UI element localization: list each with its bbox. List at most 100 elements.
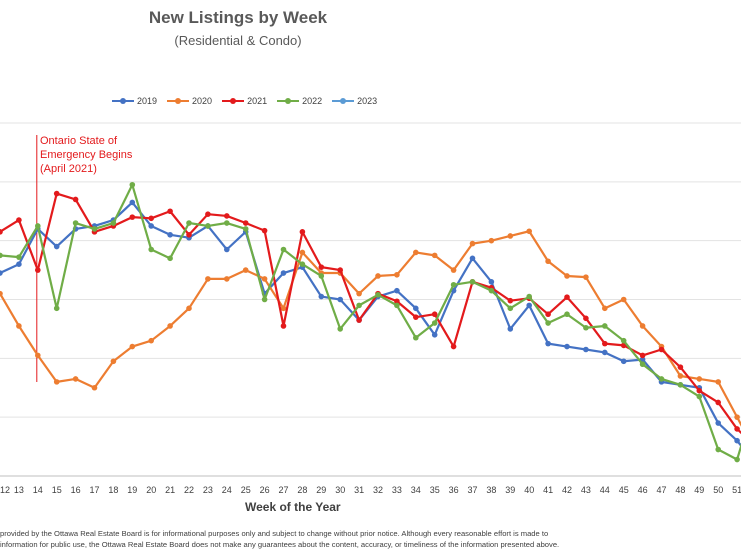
data-point-2022-wk12 bbox=[0, 252, 3, 259]
data-point-2020-wk33 bbox=[394, 271, 400, 278]
data-point-2020-wk24 bbox=[224, 276, 230, 282]
data-point-2022-wk16 bbox=[72, 220, 79, 226]
x-tick-label: 35 bbox=[430, 485, 440, 495]
data-point-2022-wk15 bbox=[53, 305, 60, 312]
legend-label: 2020 bbox=[192, 96, 213, 106]
data-point-2019-wk20 bbox=[148, 223, 154, 229]
legend-entry-2023: 2023 bbox=[332, 96, 377, 106]
data-point-2021-wk25 bbox=[242, 220, 249, 226]
data-point-2019-wk33 bbox=[394, 287, 400, 294]
x-tick-label: 15 bbox=[52, 485, 62, 495]
data-point-2019-wk42 bbox=[564, 343, 570, 350]
data-point-2021-wk23 bbox=[205, 211, 211, 217]
data-point-2021-wk51 bbox=[734, 426, 740, 432]
data-point-2021-wk41 bbox=[545, 311, 551, 318]
legend-label: 2023 bbox=[357, 96, 378, 106]
x-tick-label: 49 bbox=[694, 485, 704, 495]
data-point-2019-wk50 bbox=[715, 420, 721, 426]
x-tick-label: 20 bbox=[146, 485, 156, 495]
x-tick-label: 37 bbox=[467, 485, 477, 495]
data-point-2021-wk12 bbox=[0, 229, 3, 235]
data-point-2022-wk13 bbox=[16, 254, 22, 260]
data-point-2020-wk14 bbox=[35, 352, 41, 359]
x-tick-label: 28 bbox=[297, 485, 307, 495]
data-point-2020-wk28 bbox=[299, 249, 306, 256]
data-point-2020-wk37 bbox=[469, 240, 476, 247]
data-point-2021-wk16 bbox=[72, 196, 79, 203]
data-point-2021-wk26 bbox=[261, 227, 268, 234]
data-point-2022-wk27 bbox=[280, 246, 287, 253]
data-point-2022-wk31 bbox=[356, 302, 362, 309]
data-point-2021-wk28 bbox=[299, 229, 306, 235]
legend-swatch bbox=[332, 96, 355, 106]
x-tick-label: 42 bbox=[562, 485, 572, 495]
data-point-2020-wk48 bbox=[677, 373, 684, 379]
data-point-2020-wk38 bbox=[488, 237, 495, 244]
data-point-2020-wk44 bbox=[602, 305, 608, 312]
series-2019 bbox=[0, 199, 741, 448]
data-point-2022-wk24 bbox=[224, 220, 230, 226]
x-tick-label: 41 bbox=[543, 485, 553, 495]
x-tick-label: 47 bbox=[656, 485, 666, 495]
data-point-2021-wk22 bbox=[186, 231, 192, 238]
x-tick-label: 14 bbox=[33, 485, 43, 495]
data-point-2022-wk49 bbox=[696, 393, 703, 400]
data-point-2022-wk48 bbox=[677, 382, 684, 388]
x-tick-label: 51 bbox=[732, 485, 741, 495]
chart-title: New Listings by Week bbox=[148, 8, 328, 27]
data-point-2022-wk18 bbox=[110, 220, 117, 226]
x-tick-label: 38 bbox=[486, 485, 496, 495]
x-tick-label: 45 bbox=[619, 485, 629, 495]
legend-swatch bbox=[112, 96, 134, 106]
data-point-2020-wk20 bbox=[148, 337, 154, 344]
data-point-2019-wk44 bbox=[602, 349, 608, 356]
data-point-2021-wk27 bbox=[280, 323, 287, 329]
annotation-line-3: (April 2021) bbox=[40, 163, 97, 175]
x-tick-label: 44 bbox=[600, 485, 610, 495]
x-tick-label: 24 bbox=[222, 485, 232, 495]
data-point-2019-wk13 bbox=[16, 261, 22, 268]
data-point-2020-wk39 bbox=[507, 233, 514, 239]
data-point-2020-wk23 bbox=[205, 276, 211, 282]
data-point-2022-wk38 bbox=[488, 287, 495, 294]
data-point-2020-wk18 bbox=[110, 358, 117, 365]
data-point-2020-wk36 bbox=[450, 267, 457, 273]
x-tick-label: 21 bbox=[165, 485, 175, 495]
data-point-2022-wk17 bbox=[91, 226, 98, 232]
data-point-2019-wk41 bbox=[545, 340, 551, 347]
data-point-2022-wk36 bbox=[450, 281, 457, 288]
data-point-2019-wk24 bbox=[224, 246, 230, 253]
x-tick-label: 19 bbox=[127, 485, 137, 495]
data-point-2021-wk20 bbox=[148, 215, 154, 222]
legend-swatch bbox=[167, 96, 190, 106]
data-point-2022-wk39 bbox=[507, 305, 514, 312]
x-tick-label: 17 bbox=[89, 485, 99, 495]
data-point-2021-wk49 bbox=[696, 387, 703, 394]
x-tick-label: 27 bbox=[278, 485, 288, 495]
data-point-2020-wk41 bbox=[545, 258, 551, 265]
data-point-2021-wk42 bbox=[564, 294, 570, 300]
x-tick-label: 46 bbox=[638, 485, 648, 495]
data-point-2020-wk51 bbox=[734, 414, 740, 420]
data-point-2021-wk44 bbox=[602, 340, 608, 347]
series-line-2019 bbox=[0, 201, 741, 448]
line-chart: 12 13 14 15 16 17 18 19 20 21 22 23 24 25 26 27 28 29 30 31… bbox=[0, 122, 741, 495]
data-point-2020-wk32 bbox=[375, 273, 381, 279]
state-of-emergency-annotation: Ontario State of Emergency Begins (April… bbox=[40, 134, 170, 176]
data-point-2020-wk34 bbox=[413, 249, 419, 256]
data-point-2022-wk34 bbox=[413, 334, 419, 341]
series-lines bbox=[0, 181, 741, 463]
data-point-2020-wk12 bbox=[0, 290, 3, 297]
series-2022 bbox=[0, 181, 741, 463]
data-point-2019-wk37 bbox=[469, 255, 476, 262]
data-point-2019-wk34 bbox=[413, 305, 419, 312]
data-point-2021-wk24 bbox=[224, 213, 230, 219]
x-tick-label: 32 bbox=[373, 485, 383, 495]
data-point-2021-wk34 bbox=[413, 314, 419, 320]
x-tick-label: 48 bbox=[675, 485, 685, 495]
x-tick-label: 50 bbox=[713, 485, 723, 495]
x-tick-label: 36 bbox=[449, 485, 459, 495]
annotation-line-1: Ontario State of bbox=[40, 135, 118, 147]
series-line-2021 bbox=[0, 192, 741, 435]
data-point-2019-wk43 bbox=[583, 346, 589, 353]
